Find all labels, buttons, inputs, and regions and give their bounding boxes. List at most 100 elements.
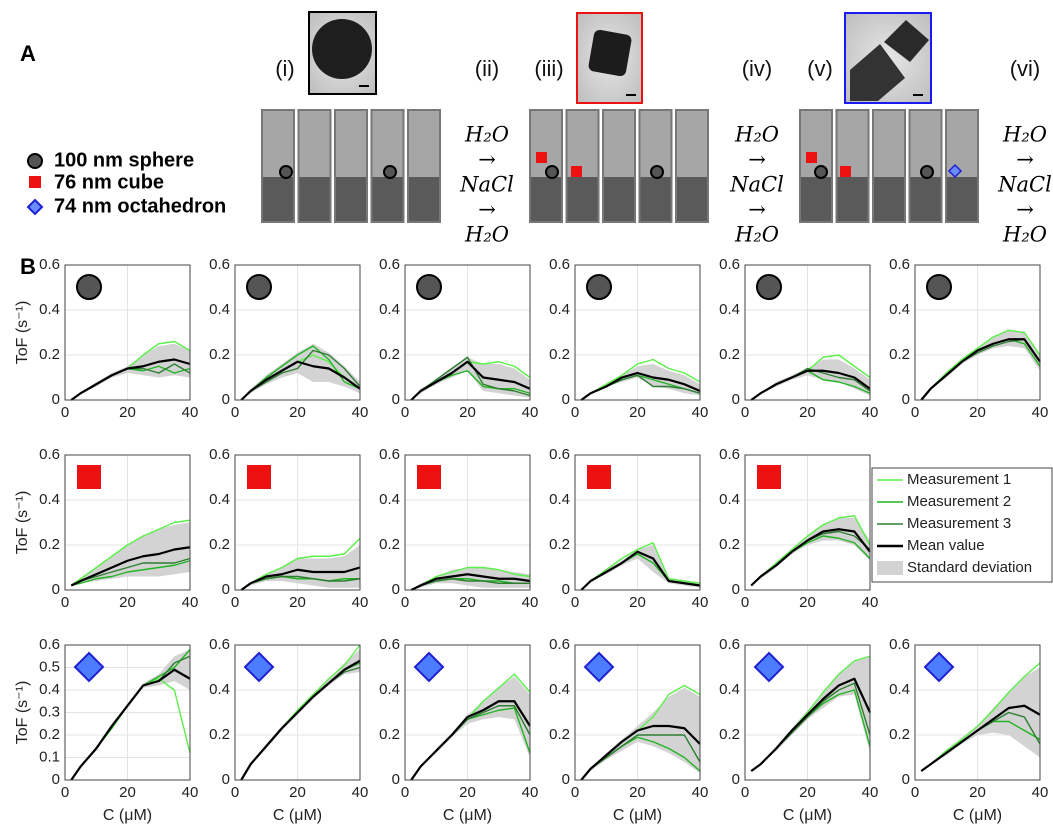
x-tick-label: 40 [862, 594, 879, 611]
x-axis-label: C (μM) [613, 807, 662, 824]
particle-name: 74 nm octahedron [54, 195, 226, 217]
axes-box [404, 454, 531, 591]
x-tick-label: 0 [571, 784, 579, 801]
flow-text: H₂O [1002, 223, 1047, 247]
y-tick-label: 0.6 [889, 256, 910, 273]
axes-box [914, 264, 1041, 401]
x-tick-label: 20 [119, 784, 136, 801]
chart: 0 0.2 0.4 0.6 0 20 40 ToF (s⁻¹) [14, 256, 198, 421]
tube-bottom [837, 177, 868, 221]
chart: 0 0.2 0.4 0.6 0 20 40 [209, 256, 368, 421]
legend-label: Measurement 2 [907, 493, 1011, 510]
y-tick-label: 0.2 [379, 346, 400, 363]
x-tick-label: 0 [741, 594, 749, 611]
y-tick-label: 0.2 [39, 726, 60, 743]
x-tick-label: 40 [692, 784, 709, 801]
y-tick-label: 0.2 [889, 726, 910, 743]
particle-marker [73, 651, 105, 683]
y-axis-label: ToF (s⁻¹) [14, 491, 31, 555]
x-tick-label: 40 [522, 404, 539, 421]
y-tick-label: 0.6 [549, 636, 570, 653]
x-tick-label: 20 [969, 404, 986, 421]
sphere-icon [27, 153, 43, 169]
flow-text: NaCl [729, 173, 784, 197]
chart: 0 0.2 0.4 0.6 0 20 40 [889, 256, 1048, 421]
axes-box [64, 454, 191, 591]
axes-box [574, 264, 701, 401]
mean-line [580, 550, 701, 591]
mean-line [750, 677, 871, 772]
chart: 0 0.2 0.4 0.6 0 20 40 [549, 446, 708, 611]
y-tick-label: 0 [222, 391, 230, 408]
y-tick-label: 0.2 [549, 346, 570, 363]
y-tick-label: 0.2 [719, 726, 740, 743]
panel-label: A [20, 41, 36, 66]
chart: 0 0.2 0.4 0.6 0 20 40 [719, 446, 878, 611]
x-tick-label: 20 [799, 404, 816, 421]
y-tick-label: 0 [392, 581, 400, 598]
std-band [751, 518, 870, 586]
x-tick-label: 40 [352, 784, 369, 801]
y-tick-label: 0.4 [719, 491, 740, 508]
particle-marker [413, 651, 445, 683]
particle-marker [243, 651, 275, 683]
y-tick-label: 0.3 [39, 703, 60, 720]
legend-label: Measurement 1 [907, 471, 1011, 488]
mean-line [410, 360, 531, 401]
x-tick-label: 40 [692, 594, 709, 611]
y-tick-label: 0.4 [39, 301, 60, 318]
y-tick-label: 0 [392, 771, 400, 788]
std-band [581, 687, 700, 780]
legend-swatch [877, 561, 903, 575]
tem-image [576, 12, 643, 104]
y-tick-label: 0.6 [39, 636, 60, 653]
flow-text: → [748, 148, 766, 172]
x-tick-label: 0 [231, 404, 239, 421]
x-tick-label: 20 [289, 594, 306, 611]
particle-marker [757, 465, 781, 489]
particles-in-tubes [279, 152, 963, 179]
flow-text: H₂O [1002, 123, 1047, 147]
y-tick-label: 0.4 [209, 491, 230, 508]
mean-line [920, 704, 1041, 772]
mean-line [70, 546, 191, 587]
legend-label: Measurement 3 [907, 515, 1011, 532]
tube-bottom [263, 177, 293, 221]
particle-marker [247, 465, 271, 489]
x-axis-label: C (μM) [103, 807, 152, 824]
flow-text: NaCl [459, 173, 514, 197]
axes-box [404, 264, 531, 401]
mean-line [240, 360, 361, 401]
tube-bottom [372, 177, 403, 221]
y-tick-label: 0.4 [379, 681, 400, 698]
flow-text: → [748, 198, 766, 222]
x-tick-label: 40 [182, 404, 199, 421]
y-tick-label: 0.6 [379, 256, 400, 273]
tube-bottom [604, 177, 634, 221]
tube-bottom [874, 177, 904, 221]
x-tick-label: 0 [61, 594, 69, 611]
y-tick-label: 0.2 [39, 536, 60, 553]
particle-marker [416, 274, 442, 300]
x-tick-label: 20 [119, 404, 136, 421]
y-tick-label: 0.4 [379, 491, 400, 508]
x-tick-label: 0 [401, 784, 409, 801]
axes-box [64, 644, 191, 781]
std-band [411, 676, 530, 780]
std-band [71, 343, 190, 400]
flow-text: H₂O [734, 123, 779, 147]
tube-bottom [409, 177, 439, 221]
mean-line [580, 724, 701, 781]
y-tick-label: 0.6 [549, 256, 570, 273]
x-tick-label: 0 [571, 404, 579, 421]
axes-box [574, 644, 701, 781]
chart: 0 0.2 0.4 0.6 0 20 40 ToF (s⁻¹) [14, 446, 198, 611]
y-tick-label: 0.6 [39, 446, 60, 463]
chart: 0 0.2 0.4 0.6 0 20 40 [719, 256, 878, 421]
flow-text: NaCl [997, 173, 1052, 197]
flow-text: H₂O [464, 123, 509, 147]
mean-line [410, 700, 531, 781]
x-tick-label: 40 [182, 594, 199, 611]
x-axis-label: C (μM) [443, 807, 492, 824]
